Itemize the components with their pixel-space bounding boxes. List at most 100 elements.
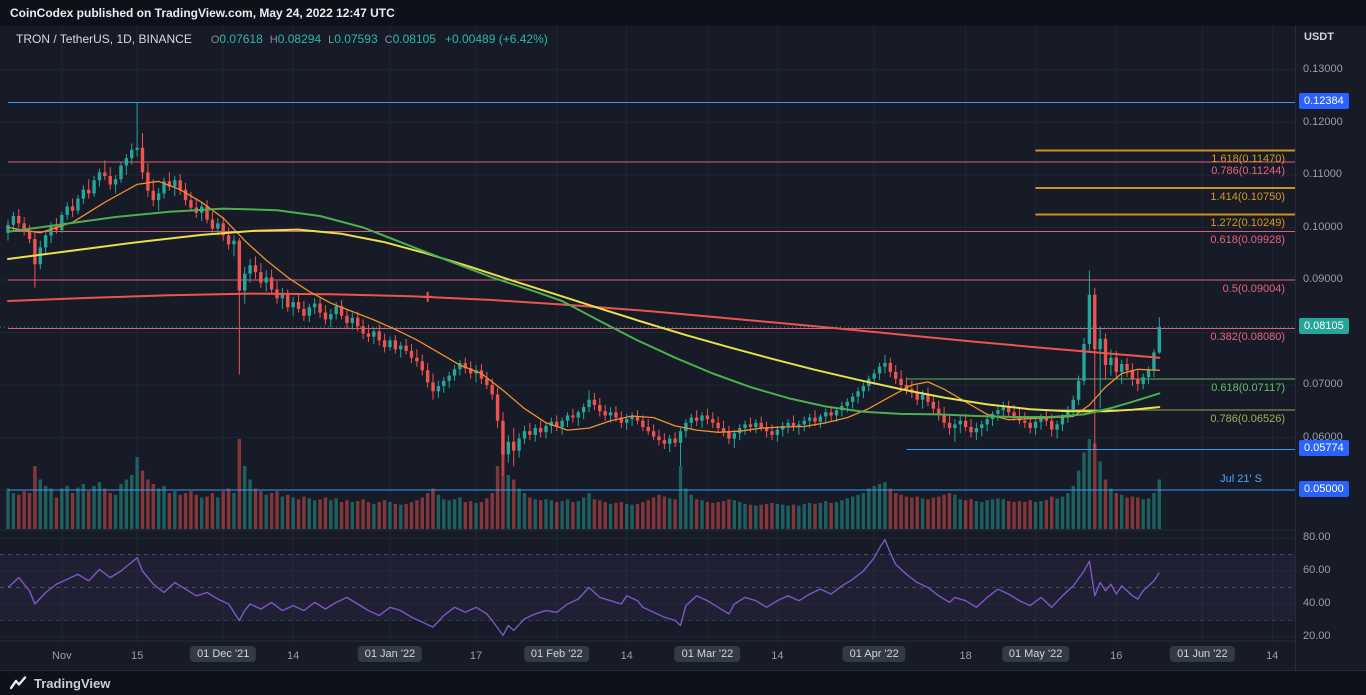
candle-body xyxy=(65,206,69,215)
volume-bar xyxy=(856,494,860,529)
volume-bar xyxy=(668,498,672,529)
symbol-title[interactable]: TRON / TetherUS, 1D, BINANCE xyxy=(16,32,192,46)
ohlc-high-label: H xyxy=(269,34,278,46)
volume-bar xyxy=(678,466,683,529)
candle-body xyxy=(302,308,306,316)
candle-body xyxy=(97,172,102,181)
candle-body xyxy=(479,370,484,379)
candle-body xyxy=(1103,338,1108,366)
candle-body xyxy=(920,394,925,400)
symbol-legend[interactable]: TRON / TetherUS, 1D, BINANCE O0.07618 H0.0… xyxy=(16,32,548,46)
volume-bar xyxy=(711,502,715,529)
candle-body xyxy=(517,438,521,451)
volume-bar xyxy=(226,488,231,529)
time-label: 01 May '22 xyxy=(1001,646,1070,662)
volume-bar xyxy=(1033,502,1038,529)
candle-body xyxy=(813,417,817,422)
candle-body xyxy=(501,420,505,455)
candle-body xyxy=(135,147,139,150)
volume-bar xyxy=(291,497,295,529)
candle-body xyxy=(264,277,268,283)
tradingview-brand[interactable]: TradingView xyxy=(34,675,111,691)
volume-bar xyxy=(146,479,150,529)
volume-bar xyxy=(689,494,693,529)
candle-body xyxy=(291,302,295,308)
volume-bar xyxy=(576,501,580,529)
volume-bar xyxy=(1055,498,1059,529)
volume-bar xyxy=(452,499,457,529)
candle-body xyxy=(727,432,731,439)
candle-body xyxy=(17,215,21,224)
volume-bar xyxy=(748,504,753,529)
candle-body xyxy=(759,422,763,429)
volume-bar xyxy=(442,499,446,529)
volume-bar xyxy=(1098,461,1102,529)
candle-body xyxy=(442,380,446,387)
volume-bar xyxy=(447,500,451,529)
candle-body xyxy=(829,412,833,416)
candle-body xyxy=(226,235,231,245)
candle-body xyxy=(754,422,758,427)
candle-body xyxy=(899,378,903,385)
candle-body xyxy=(119,165,123,180)
volume-bar xyxy=(861,493,866,529)
volume-bar xyxy=(926,499,930,529)
price-change: +0.00489 (+6.42%) xyxy=(444,32,548,46)
price-tick: 0.07000 xyxy=(1303,378,1343,390)
candlestick-chart[interactable] xyxy=(0,26,1295,670)
volume-bar xyxy=(872,485,876,529)
volume-bar xyxy=(81,484,86,529)
candle-body xyxy=(307,307,311,316)
candle-body xyxy=(985,419,989,425)
candle-body xyxy=(253,265,258,273)
volume-bar xyxy=(759,504,763,529)
volume-bar xyxy=(361,499,365,529)
time-label: 17 xyxy=(469,650,483,662)
volume-bar xyxy=(1076,470,1081,529)
candle-body xyxy=(834,410,839,416)
volume-bar xyxy=(1125,497,1129,529)
volume-bar xyxy=(11,493,16,529)
volume-bar xyxy=(280,496,285,529)
candle-body xyxy=(845,401,849,406)
price-tick: 0.11000 xyxy=(1303,168,1342,180)
candle-body xyxy=(630,416,634,420)
volume-bar xyxy=(33,466,37,529)
time-label: 01 Apr '22 xyxy=(842,646,906,662)
volume-bar xyxy=(130,475,134,529)
volume-bar xyxy=(156,488,161,529)
candle-body xyxy=(6,224,10,233)
publisher-bar: CoinCodex published on TradingView.com, … xyxy=(0,0,1366,26)
volume-bar xyxy=(641,502,645,529)
volume-bar xyxy=(167,493,172,529)
volume-bar xyxy=(97,482,102,529)
volume-bar xyxy=(124,479,129,529)
candle-body xyxy=(963,420,968,427)
volume-bar xyxy=(49,488,53,529)
volume-bar xyxy=(700,500,704,529)
volume-bar xyxy=(883,482,887,529)
volume-bar xyxy=(517,488,521,529)
candle-body xyxy=(555,421,559,427)
volume-bar xyxy=(356,501,360,529)
candle-body xyxy=(748,424,753,427)
volume-bar xyxy=(958,499,962,529)
candle-body xyxy=(850,396,855,402)
candle-body xyxy=(108,176,112,185)
candle-body xyxy=(996,410,1000,414)
volume-bar xyxy=(6,488,10,529)
time-label: 14 xyxy=(287,650,300,662)
tradingview-logo[interactable] xyxy=(10,675,27,691)
candle-body xyxy=(926,394,930,402)
volume-bar xyxy=(721,501,726,529)
candle-body xyxy=(485,378,489,385)
volume-bar xyxy=(22,491,26,529)
bottom-bar: TradingView xyxy=(0,670,1366,695)
price-axis[interactable]: USDT 0.13000 0.12000 0.11000 0.10000 0.09000… xyxy=(1295,26,1366,670)
candle-body xyxy=(366,333,371,337)
volume-bar xyxy=(1071,485,1075,529)
volume-bar xyxy=(829,502,833,529)
volume-bar xyxy=(619,502,624,529)
candle-body xyxy=(318,303,322,313)
candle-body xyxy=(538,428,543,433)
